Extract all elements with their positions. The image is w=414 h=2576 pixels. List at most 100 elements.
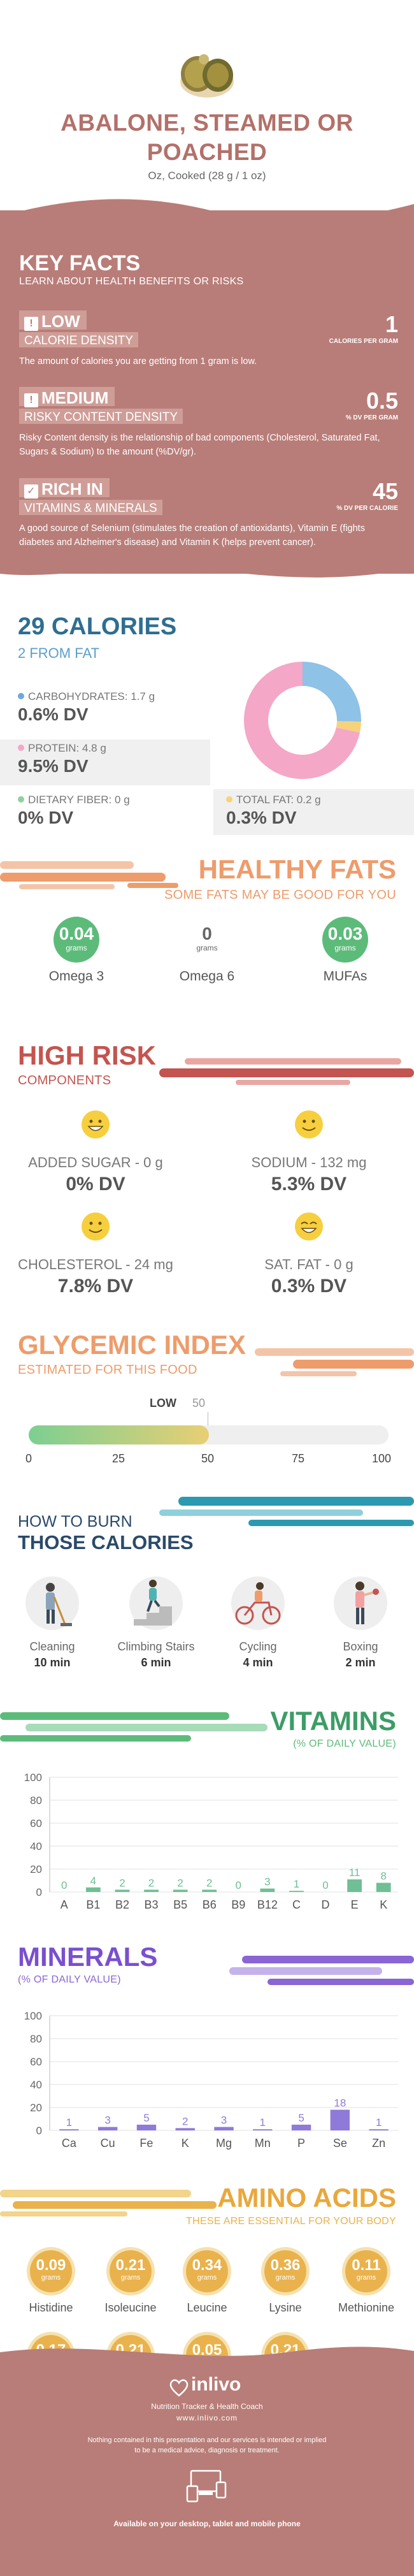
rich-in-unit: % DV PER CALORIE: [336, 505, 398, 512]
abalone-image: [180, 54, 234, 98]
vitamins-ytick-label: 20: [30, 1863, 42, 1875]
vitamins-category-label-K: K: [380, 1898, 387, 1911]
amino-unit: grams: [120, 2274, 141, 2281]
amino-methionine: 0.11 grams Methionine: [328, 2250, 404, 2315]
minerals-category-label-Fe: Fe: [139, 2137, 153, 2150]
amino-title: AMINO ACIDS: [217, 2183, 396, 2213]
carbs-dot: [18, 693, 24, 699]
boxing-time: 2 min: [345, 1656, 376, 1669]
cholesterol-label: CHOLESTEROL - 24 mg: [18, 1256, 173, 1272]
fiber-stat: DIETARY FIBER: 0 g 0% DV: [18, 794, 130, 828]
title-line-1: ABALONE, STEAMED OR: [61, 110, 353, 136]
vitamins-data-label-B2: 2: [119, 1877, 125, 1889]
cleaning-icon: [25, 1576, 79, 1630]
glycemic-subtitle: ESTIMATED FOR THIS FOOD: [18, 1363, 197, 1377]
vitamins-bar-chart: 0204060801000A4B12B22B32B52B60B93B121C0D…: [24, 1772, 398, 1911]
amino-name: Methionine: [338, 2301, 395, 2314]
sodium-dv: 5.3% DV: [271, 1174, 347, 1195]
protein-label-row: PROTEIN: 4.8 g: [18, 742, 106, 755]
fiber-label-row: DIETARY FIBER: 0 g: [18, 794, 130, 806]
calories-title: 29 CALORIES: [18, 613, 177, 640]
amino-isoleucine: 0.21 grams Isoleucine: [92, 2250, 169, 2315]
burn-stripes: [159, 1497, 414, 1526]
fiber-dot: [18, 796, 24, 803]
stairs-icon: [129, 1576, 183, 1630]
fiber-label: DIETARY FIBER: 0 g: [28, 794, 130, 806]
risky-content-level: ! MEDIUM: [19, 387, 115, 407]
cleaning-name: Cleaning: [29, 1640, 75, 1653]
omega-6-circle: 0 grams: [184, 917, 230, 963]
added-sugar-dv: 0% DV: [66, 1174, 125, 1195]
carbs-label: CARBOHYDRATES: 1.7 g: [28, 690, 155, 702]
minerals-category-label-Zn: Zn: [372, 2137, 385, 2150]
fat-label-row: TOTAL FAT: 0.2 g: [226, 794, 321, 806]
rich-in-level: ✓ RICH IN: [19, 478, 110, 498]
omega-6-unit: grams: [196, 943, 218, 952]
cycling-time: 4 min: [243, 1656, 273, 1669]
amino-unit: grams: [356, 2274, 376, 2281]
amino-subtitle: THESE ARE ESSENTIAL FOR YOUR BODY: [186, 2216, 396, 2227]
minerals-bar-K: [175, 2128, 195, 2130]
minerals-category-label-Cu: Cu: [101, 2137, 115, 2150]
header: ABALONE, STEAMED OR POACHED Oz, Cooked (…: [0, 0, 414, 210]
amino-name: Histidine: [29, 2301, 73, 2314]
footer-available: Available on your desktop, tablet and mo…: [113, 2519, 301, 2528]
minerals-bar-Mg: [214, 2127, 234, 2130]
amino-unit: grams: [41, 2274, 61, 2281]
donut-slice-protein: [244, 662, 360, 779]
omega-3-value: 0.04: [59, 924, 94, 943]
page-title: ABALONE, STEAMED OR POACHED: [0, 108, 414, 167]
vitamins-ytick-label: 80: [30, 1794, 42, 1807]
vitamins-bar-E: [347, 1879, 362, 1892]
amino-value: 0.21: [115, 2257, 146, 2274]
minerals-bar-Se: [330, 2109, 350, 2130]
rich-in-level-text: RICH IN: [41, 479, 103, 498]
minerals-category-label-P: P: [297, 2137, 305, 2150]
amino-histidine: 0.09 grams Histidine: [13, 2250, 89, 2315]
key-facts-title: KEY FACTS: [19, 251, 141, 275]
vitamins-category-label-C: C: [292, 1898, 301, 1911]
minerals-category-label-Mg: Mg: [216, 2137, 232, 2150]
rich-in-description: A good source of Selenium (stimulates th…: [19, 523, 365, 548]
vitamins-ytick-label: 40: [30, 1840, 42, 1852]
omega-3-circle: 0.04 grams: [54, 917, 99, 963]
fat-omega-3: 0.04 grams Omega 3: [29, 917, 124, 984]
cycling-icon: [231, 1576, 285, 1630]
vitamins-category-label-D: D: [322, 1898, 330, 1911]
vitamins-data-label-C: 1: [294, 1878, 299, 1890]
smiley-face-icon: [82, 1212, 110, 1241]
minerals-bar-P: [291, 2125, 311, 2130]
vitamins-data-label-B1: 4: [90, 1875, 96, 1887]
amino-unit: grams: [275, 2274, 296, 2281]
cholesterol-dv: 7.8% DV: [57, 1276, 134, 1297]
risk-cholesterol: CHOLESTEROL - 24 mg 7.8% DV: [13, 1211, 178, 1297]
vitamins-category-label-B3: B3: [145, 1898, 159, 1911]
risk-added-sugar: ADDED SUGAR - 0 g 0% DV: [13, 1109, 178, 1195]
vitamins-bar-K: [376, 1882, 391, 1892]
fat-label: TOTAL FAT: 0.2 g: [236, 794, 321, 806]
glycemic-level: LOW: [150, 1397, 176, 1409]
minerals-category-label-Ca: Ca: [62, 2137, 77, 2150]
minerals-data-label-Cu: 3: [104, 2114, 110, 2127]
vitamins-ytick-label: 100: [24, 1772, 42, 1784]
footer: inlivo Nutrition Tracker & Health Coach …: [0, 2359, 414, 2576]
glycemic-tick-100: 100: [372, 1452, 392, 1465]
vitamins-data-label-B12: 3: [264, 1876, 270, 1888]
amino-value: 0.34: [192, 2257, 222, 2274]
cleaning-time: 10 min: [34, 1656, 71, 1669]
smiley-face-icon: [295, 1212, 323, 1241]
footer-website[interactable]: www.inlivo.com: [176, 2413, 238, 2422]
activity-climbing-stairs: Climbing Stairs 6 min: [111, 1575, 201, 1670]
checkmark-icon: ✓: [24, 484, 38, 498]
amino-value: 0.11: [352, 2257, 381, 2274]
carbs-label-row: CARBOHYDRATES: 1.7 g: [18, 690, 155, 703]
minerals-bar-chart: 0 20 40 60 80 100 1 Ca 3 Cu 5 Fe 2 K 3 Mg 1 Mn 5 P 18 Se 1 Zn: [24, 2010, 398, 2150]
added-sugar-label: ADDED SUGAR - 0 g: [28, 1154, 163, 1170]
vitamins-data-label-K: 8: [380, 1870, 386, 1882]
calories-from-fat: 2 FROM FAT: [18, 645, 99, 661]
minerals-bar-Cu: [97, 2127, 118, 2130]
minerals-data-label-P: 5: [298, 2112, 304, 2124]
minerals-data-label-Ca: 1: [66, 2116, 72, 2128]
minerals-data-label-Zn: 1: [376, 2116, 382, 2128]
calorie-density-level-text: LOW: [41, 312, 80, 331]
